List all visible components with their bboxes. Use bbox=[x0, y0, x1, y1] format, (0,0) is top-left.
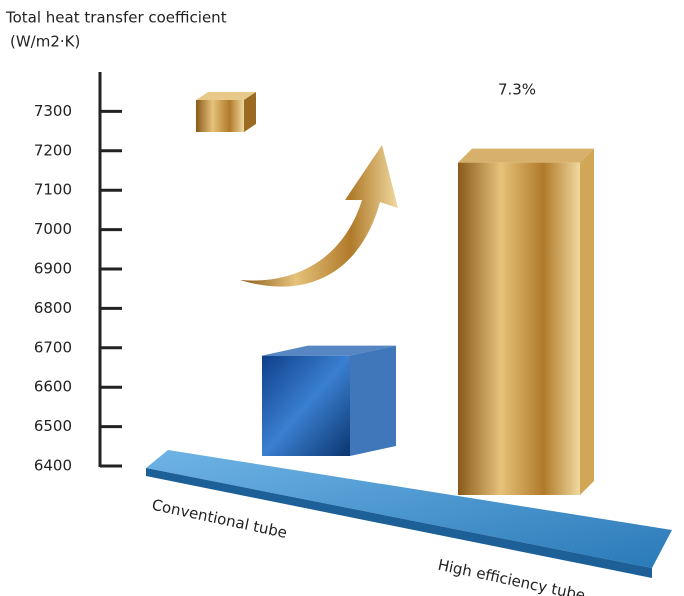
arrow bbox=[240, 145, 398, 287]
y-tick-label: 7300 bbox=[34, 102, 72, 120]
bar-side bbox=[350, 346, 396, 456]
y-tick-label: 6900 bbox=[34, 260, 72, 278]
y-axis-label: Total heat transfer coefficient bbox=[5, 9, 227, 27]
cube-front bbox=[196, 100, 244, 132]
y-tick-label: 6800 bbox=[34, 299, 72, 317]
y-tick-label: 7100 bbox=[34, 181, 72, 199]
annotation: 7.3% bbox=[498, 81, 536, 99]
y-tick-label: 6400 bbox=[34, 457, 72, 475]
category-label: Conventional tube bbox=[150, 496, 289, 542]
bar-top bbox=[458, 149, 594, 163]
bar-side bbox=[580, 149, 594, 495]
y-tick-label: 6500 bbox=[34, 417, 72, 435]
bar bbox=[458, 163, 580, 495]
y-tick-label: 7000 bbox=[34, 220, 72, 238]
chart: Total heat transfer coefficient (W/m2·K)… bbox=[0, 0, 684, 596]
y-axis-unit: (W/m2·K) bbox=[10, 33, 80, 51]
bar bbox=[262, 356, 350, 456]
y-tick-label: 6700 bbox=[34, 338, 72, 356]
category-label: High efficiency tube bbox=[436, 556, 587, 596]
y-tick-label: 6600 bbox=[34, 378, 72, 396]
y-tick-label: 7200 bbox=[34, 141, 72, 159]
